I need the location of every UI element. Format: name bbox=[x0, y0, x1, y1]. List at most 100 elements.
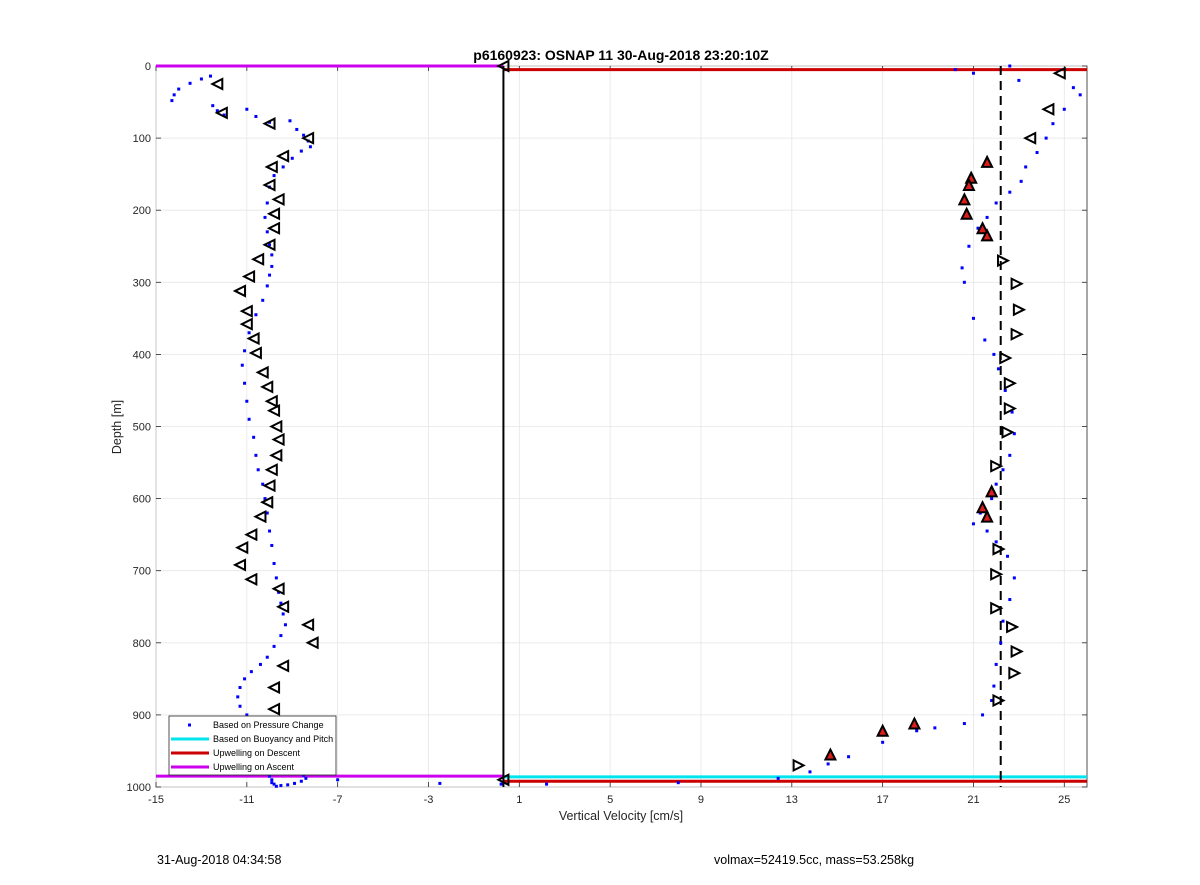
marker-triangle bbox=[1010, 277, 1024, 291]
data-point bbox=[265, 655, 269, 659]
marker-triangle bbox=[957, 192, 971, 206]
marker-triangle bbox=[990, 567, 1004, 581]
data-point bbox=[238, 686, 242, 690]
x-tick-label: 9 bbox=[698, 794, 704, 806]
data-point bbox=[960, 266, 964, 270]
marker-triangle bbox=[975, 500, 990, 514]
data-point bbox=[1008, 64, 1012, 68]
marker-triangle bbox=[232, 284, 247, 298]
marker-triangle bbox=[275, 600, 290, 614]
marker-triangle bbox=[269, 419, 283, 434]
marker-triangle bbox=[999, 351, 1013, 365]
marker-triangle bbox=[1010, 644, 1024, 659]
data-point bbox=[1035, 151, 1039, 155]
marker-triangle bbox=[235, 541, 249, 555]
data-point bbox=[279, 634, 283, 638]
data-point bbox=[1012, 432, 1016, 436]
data-point bbox=[1044, 136, 1048, 140]
data-point bbox=[994, 482, 998, 486]
data-point bbox=[258, 662, 262, 666]
data-point bbox=[261, 298, 265, 302]
marker-triangle bbox=[264, 463, 278, 477]
data-point bbox=[254, 453, 258, 457]
data-point bbox=[211, 104, 215, 108]
data-point bbox=[985, 529, 989, 533]
data-point bbox=[261, 482, 265, 486]
marker-triangle bbox=[253, 510, 267, 524]
data-point bbox=[243, 677, 247, 681]
data-point bbox=[281, 165, 285, 169]
data-point bbox=[1024, 165, 1028, 169]
y-tick-label: 0 bbox=[145, 61, 151, 73]
data-point bbox=[274, 784, 278, 788]
data-point bbox=[971, 316, 975, 320]
y-tick-label: 300 bbox=[133, 277, 151, 289]
y-tick-label: 1000 bbox=[127, 782, 151, 794]
x-tick-label: 13 bbox=[786, 794, 798, 806]
marker-triangle bbox=[1012, 303, 1027, 317]
marker-triangle bbox=[214, 106, 228, 120]
data-point bbox=[268, 529, 272, 533]
data-point bbox=[981, 713, 985, 717]
data-point bbox=[270, 253, 274, 257]
marker-triangle bbox=[1022, 131, 1037, 145]
marker-triangle bbox=[232, 558, 247, 572]
data-point bbox=[281, 612, 285, 616]
data-point bbox=[1010, 410, 1014, 414]
x-tick-label: 17 bbox=[877, 794, 889, 806]
data-point bbox=[953, 68, 957, 72]
data-point bbox=[962, 280, 966, 284]
marker-triangle bbox=[266, 221, 281, 235]
marker-triangle bbox=[1003, 401, 1018, 416]
y-tick-label: 800 bbox=[133, 638, 151, 650]
data-point bbox=[545, 782, 549, 786]
data-point bbox=[290, 156, 294, 160]
data-point bbox=[1012, 576, 1016, 580]
marker-triangle bbox=[262, 238, 276, 252]
marker-triangle bbox=[275, 149, 290, 163]
legend-label: Based on Pressure Change bbox=[213, 720, 324, 730]
data-point bbox=[293, 781, 297, 785]
data-point bbox=[268, 774, 272, 778]
marker-triangle bbox=[264, 160, 278, 174]
marker-triangle bbox=[244, 528, 258, 542]
data-point bbox=[1078, 93, 1082, 97]
legend-label: Based on Buoyancy and Pitch bbox=[213, 734, 333, 744]
data-point bbox=[247, 417, 251, 421]
data-point bbox=[274, 576, 278, 580]
data-point bbox=[992, 352, 996, 356]
data-point bbox=[240, 363, 244, 367]
data-point bbox=[847, 755, 851, 759]
data-point bbox=[299, 779, 303, 783]
data-point bbox=[272, 782, 276, 786]
data-point bbox=[933, 726, 937, 730]
data-point bbox=[286, 783, 290, 787]
data-point bbox=[270, 543, 274, 547]
x-axis: -15 -11 -7 -3 1 5 9 13 17 21 25 bbox=[148, 66, 1070, 806]
marker-triangle bbox=[300, 618, 315, 632]
data-point bbox=[1051, 122, 1055, 126]
marker-triangle bbox=[876, 723, 890, 737]
data-point bbox=[1001, 468, 1005, 472]
marker-triangle bbox=[246, 331, 260, 346]
data-point bbox=[1008, 598, 1012, 602]
marker-triangle bbox=[990, 459, 1004, 473]
marker-triangle bbox=[496, 773, 510, 787]
marker-triangle bbox=[269, 448, 283, 462]
footer-info: volmax=52419.5cc, mass=53.258kg bbox=[714, 853, 915, 867]
data-point bbox=[172, 93, 176, 97]
data-point bbox=[994, 540, 998, 544]
marker-triangle bbox=[980, 228, 994, 242]
data-point bbox=[263, 497, 267, 501]
data-point bbox=[336, 778, 340, 782]
marker-triangle bbox=[266, 680, 281, 695]
marker-triangle bbox=[1052, 66, 1066, 80]
data-point bbox=[222, 113, 226, 117]
profile-lines bbox=[156, 64, 1087, 783]
data-point bbox=[272, 644, 276, 648]
marker-triangle bbox=[260, 495, 274, 509]
marker-triangle bbox=[271, 192, 285, 207]
data-point bbox=[304, 776, 308, 780]
y-tick-label: 400 bbox=[133, 349, 151, 361]
y-tick-label: 600 bbox=[133, 494, 151, 506]
